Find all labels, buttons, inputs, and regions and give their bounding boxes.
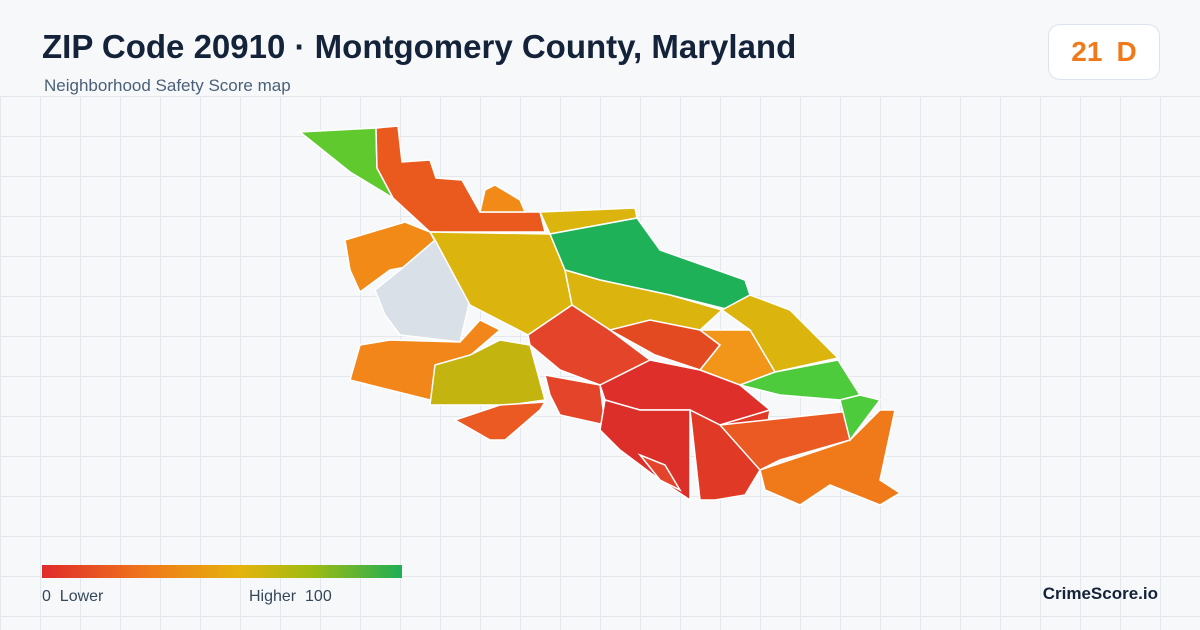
area — [543, 374, 606, 426]
area — [374, 238, 471, 343]
header: ZIP Code 20910 · Montgomery County, Mary… — [0, 0, 1200, 96]
legend-max: Higher 100 — [249, 588, 332, 606]
legend-gradient — [42, 565, 402, 578]
area — [375, 125, 546, 233]
area — [453, 401, 547, 441]
legend-max-value: 100 — [305, 588, 332, 605]
title: ZIP Code 20910 · Montgomery County, Mary… — [42, 28, 797, 65]
subtitle: Neighborhood Safety Score map — [44, 76, 291, 95]
legend-min: 0 Lower — [42, 588, 103, 606]
score-grade: D — [1116, 36, 1137, 67]
area — [759, 409, 902, 506]
area — [839, 394, 882, 442]
brand: CrimeScore.io — [1042, 584, 1158, 603]
legend-min-value: 0 — [42, 588, 51, 605]
area — [637, 453, 682, 492]
area — [479, 184, 527, 213]
legend-min-label: Lower — [59, 588, 104, 605]
legend-max-label: Higher — [249, 588, 297, 605]
area — [349, 319, 502, 401]
area — [718, 409, 862, 471]
score-badge: 21 D — [1048, 24, 1160, 80]
score-value: 21 — [1071, 36, 1103, 67]
